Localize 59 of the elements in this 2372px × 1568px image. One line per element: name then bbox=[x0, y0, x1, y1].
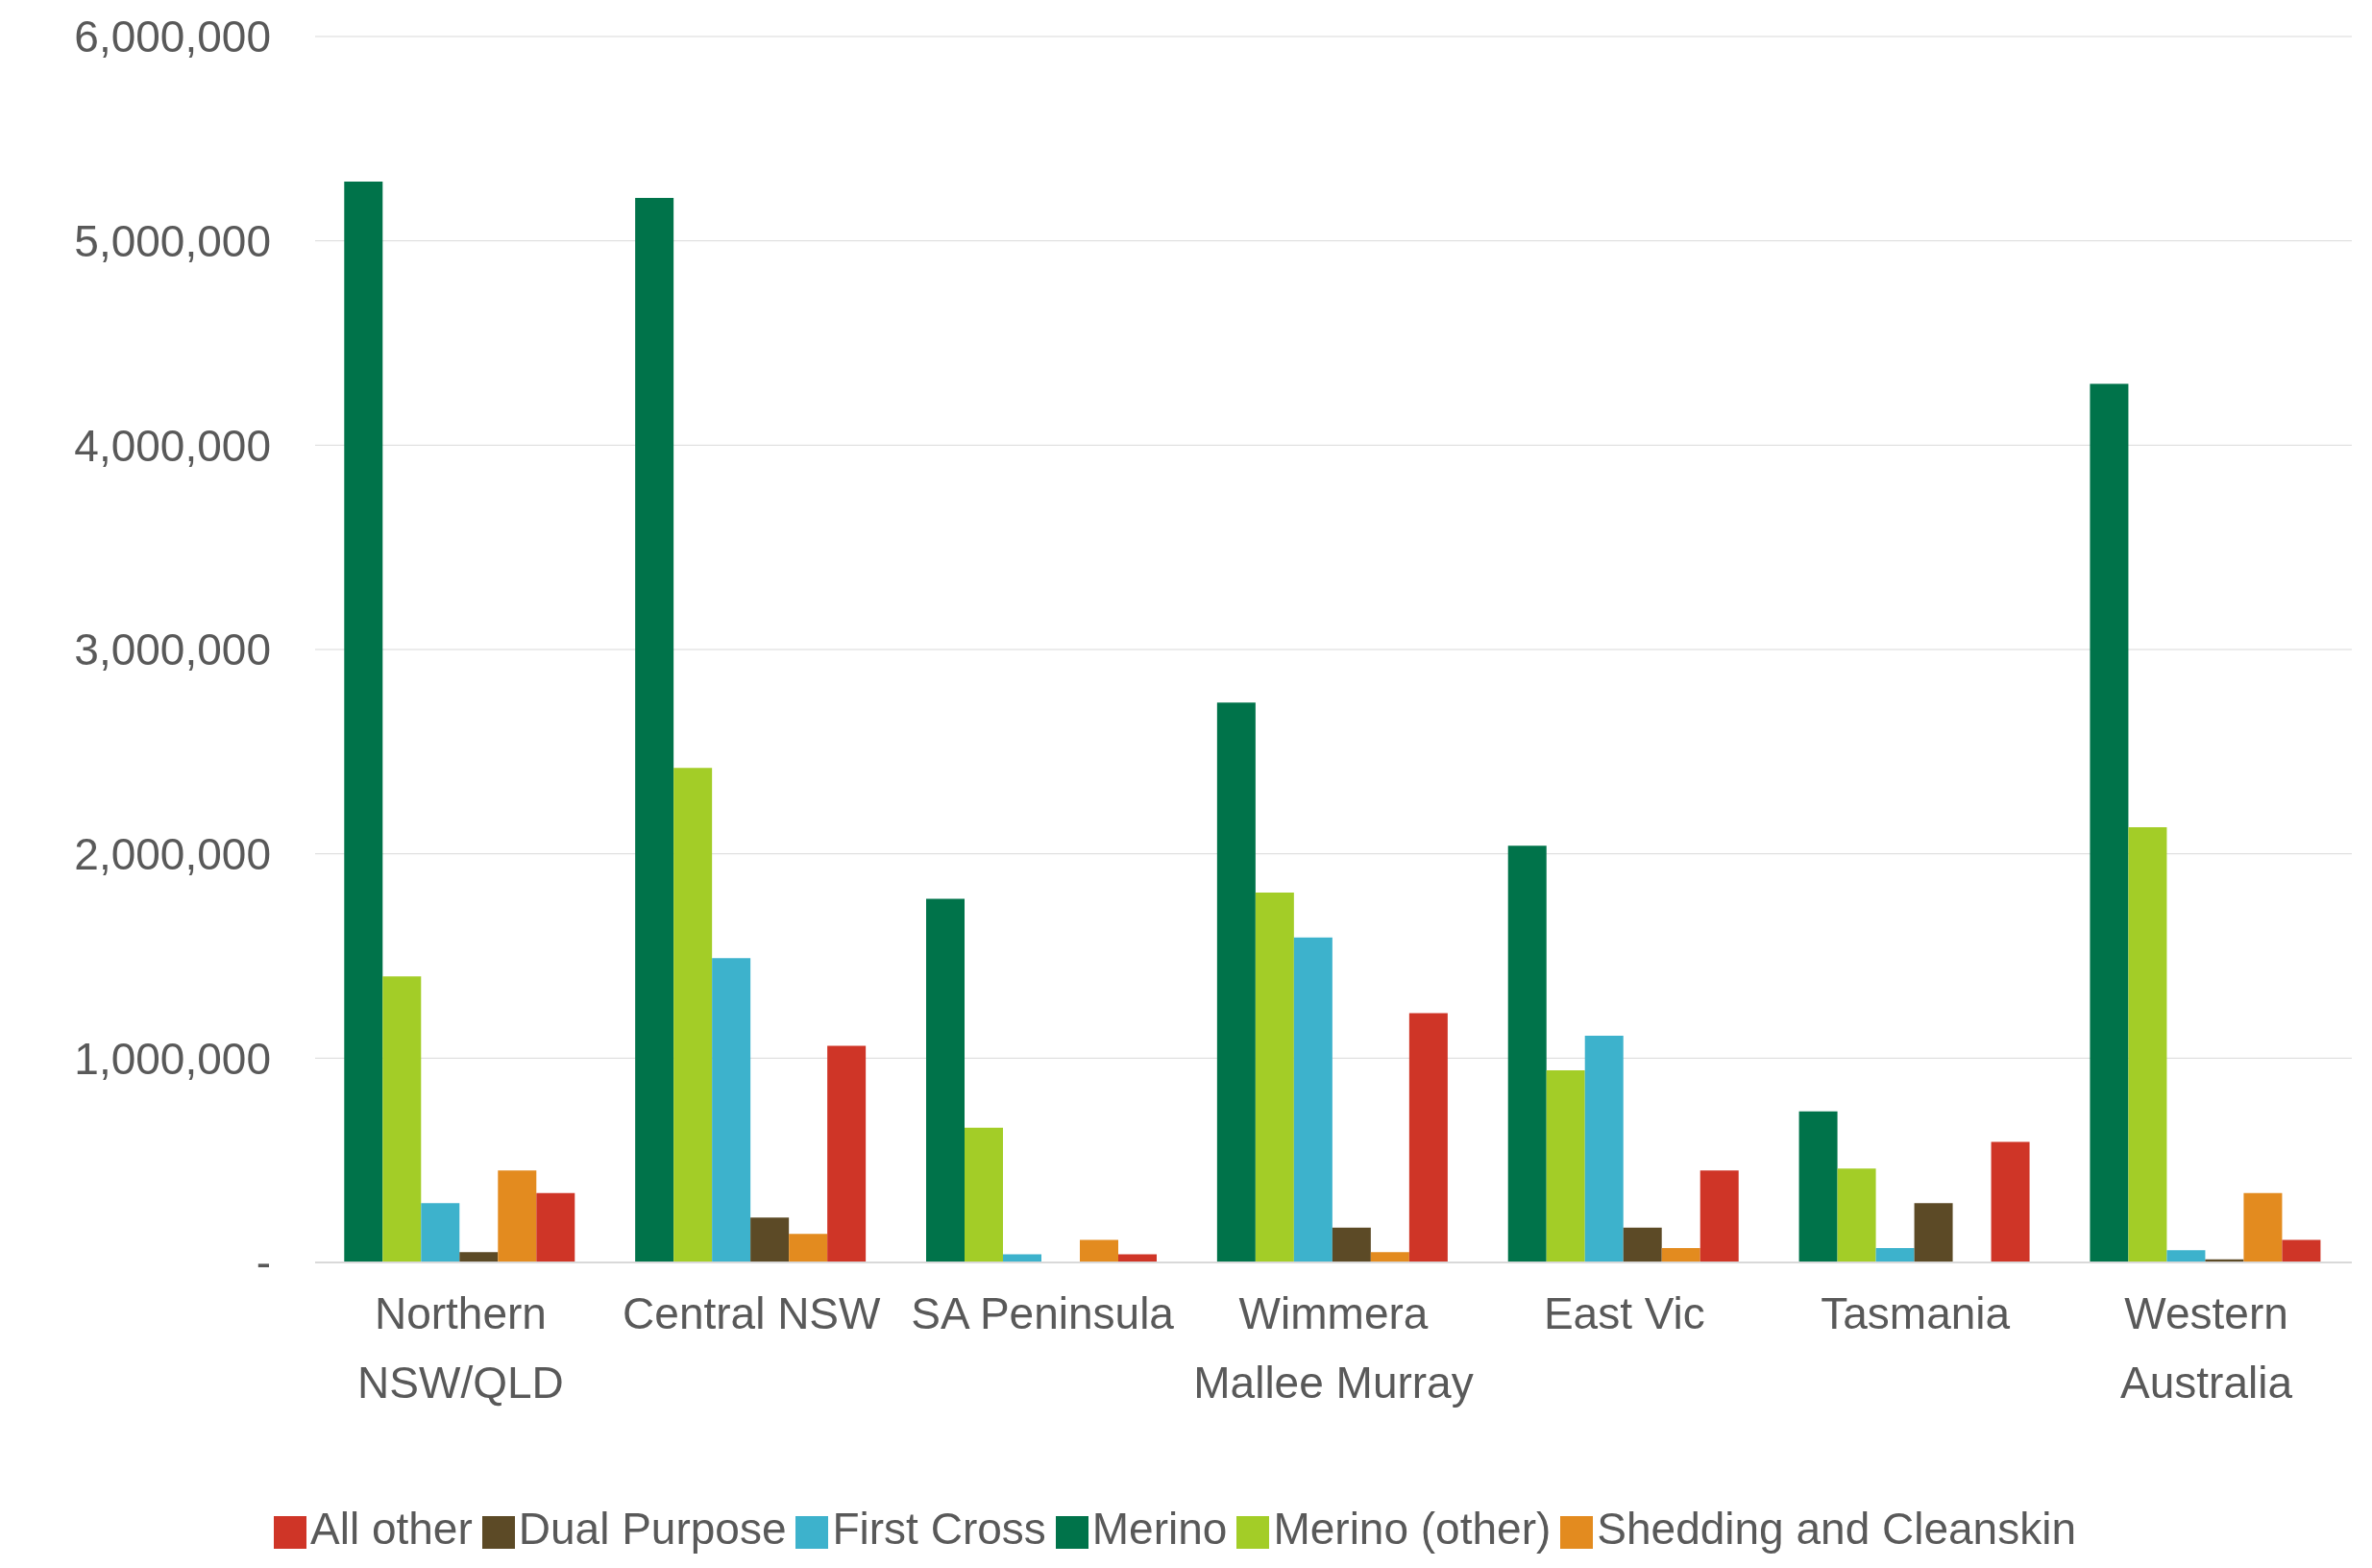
legend-label: All other bbox=[310, 1504, 473, 1554]
bar bbox=[827, 1045, 867, 1262]
bar bbox=[1798, 1111, 1838, 1262]
bar bbox=[635, 198, 674, 1262]
bar bbox=[750, 1217, 790, 1262]
bar bbox=[1837, 1168, 1876, 1262]
bar bbox=[1332, 1227, 1371, 1262]
y-tick-label: 6,000,000 bbox=[74, 12, 271, 62]
bar bbox=[421, 1203, 460, 1262]
y-tick-label: 2,000,000 bbox=[74, 829, 271, 879]
x-tick-label: Tasmania bbox=[1821, 1288, 2011, 1339]
bar bbox=[1003, 1254, 1041, 1262]
bar bbox=[1623, 1227, 1662, 1262]
bar bbox=[1255, 893, 1294, 1262]
legend-label: Shedding and Cleanskin bbox=[1597, 1504, 2076, 1554]
bar bbox=[1408, 1013, 1448, 1262]
bar bbox=[1293, 937, 1333, 1262]
bar bbox=[1914, 1203, 1953, 1262]
bar bbox=[1370, 1252, 1409, 1262]
bar bbox=[965, 1127, 1003, 1262]
bar bbox=[1991, 1141, 2030, 1262]
bar bbox=[2166, 1250, 2206, 1262]
y-tick-label: - bbox=[256, 1237, 271, 1288]
y-tick-label: 3,000,000 bbox=[74, 625, 271, 675]
bar bbox=[536, 1192, 575, 1262]
x-tick-label: SA Peninsula bbox=[911, 1288, 1175, 1339]
bar bbox=[1700, 1170, 1739, 1262]
bar bbox=[1118, 1254, 1157, 1262]
legend-label: First Cross bbox=[832, 1504, 1046, 1554]
bar bbox=[1216, 702, 1256, 1262]
x-tick-label: Wimmera Mallee Murray bbox=[1193, 1288, 1474, 1408]
bar bbox=[498, 1170, 537, 1262]
y-tick-label: 1,000,000 bbox=[74, 1033, 271, 1084]
y-tick-label: 4,000,000 bbox=[74, 420, 271, 471]
bar bbox=[789, 1234, 828, 1262]
legend-label: Merino bbox=[1091, 1504, 1228, 1554]
bar bbox=[382, 976, 422, 1262]
bar bbox=[1080, 1239, 1118, 1262]
y-tick-label: 5,000,000 bbox=[74, 216, 271, 266]
bar bbox=[344, 181, 383, 1262]
x-tick-label: Central NSW bbox=[623, 1288, 882, 1339]
bar bbox=[1507, 845, 1547, 1262]
bar bbox=[2128, 827, 2167, 1262]
bar bbox=[673, 768, 713, 1262]
bar bbox=[2243, 1192, 2283, 1262]
legend-label: Merino (other) bbox=[1273, 1504, 1552, 1554]
bar bbox=[926, 898, 965, 1262]
bar bbox=[1661, 1248, 1700, 1262]
bar bbox=[2282, 1239, 2321, 1262]
x-tick-label: Northern NSW/QLD bbox=[357, 1288, 564, 1408]
x-tick-label: Western Australia bbox=[2120, 1288, 2293, 1408]
bar bbox=[1584, 1035, 1624, 1262]
bar bbox=[2090, 383, 2129, 1262]
legend-label: Dual Purpose bbox=[518, 1504, 787, 1554]
bar bbox=[712, 958, 751, 1262]
bar bbox=[459, 1252, 499, 1262]
bar bbox=[1875, 1248, 1915, 1262]
bar bbox=[1546, 1070, 1585, 1262]
x-tick-label: East Vic bbox=[1543, 1288, 1705, 1339]
